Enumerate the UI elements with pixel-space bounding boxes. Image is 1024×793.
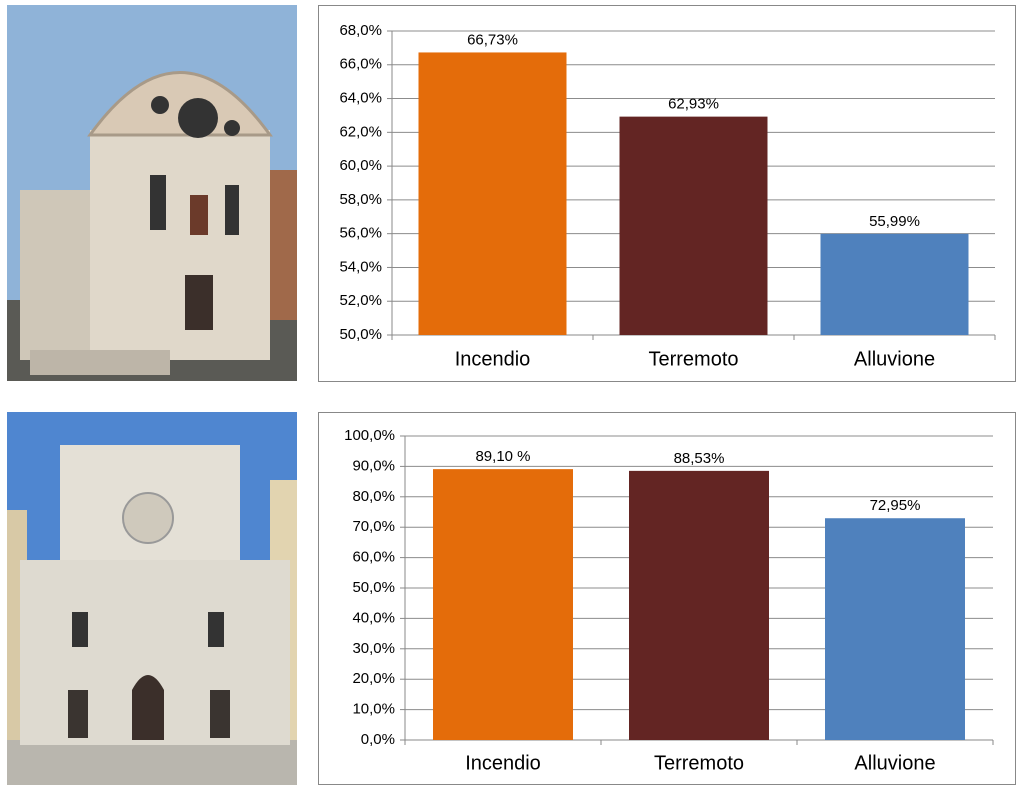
value-label: 66,73% [467, 31, 518, 48]
y-tick-label: 58,0% [339, 191, 382, 208]
value-label: 62,93% [668, 96, 719, 113]
photo-church-1 [7, 5, 297, 381]
y-tick-label: 50,0% [352, 579, 395, 596]
x-tick-label: Alluvione [854, 348, 935, 370]
bar [418, 52, 567, 336]
x-tick-label: Terremoto [654, 752, 744, 774]
x-tick-label: Incendio [455, 348, 531, 370]
x-tick-label: Incendio [465, 752, 541, 774]
value-label: 55,99% [869, 213, 920, 230]
y-tick-label: 10,0% [352, 701, 395, 718]
y-tick-label: 54,0% [339, 258, 382, 275]
y-tick-label: 62,0% [339, 123, 382, 140]
y-tick-label: 100,0% [344, 427, 395, 444]
y-tick-label: 20,0% [352, 670, 395, 687]
bar [433, 469, 573, 740]
y-tick-label: 52,0% [339, 292, 382, 309]
y-tick-label: 0,0% [361, 731, 395, 748]
bar [619, 116, 768, 335]
bar [629, 470, 769, 740]
y-tick-label: 60,0% [352, 549, 395, 566]
bar [820, 233, 969, 335]
value-label: 88,53% [674, 450, 725, 467]
y-tick-label: 68,0% [339, 22, 382, 39]
y-tick-label: 70,0% [352, 518, 395, 535]
value-label: 72,95% [870, 497, 921, 514]
y-tick-label: 80,0% [352, 488, 395, 505]
y-tick-label: 60,0% [339, 157, 382, 174]
x-tick-label: Terremoto [648, 348, 738, 370]
y-tick-label: 40,0% [352, 609, 395, 626]
y-tick-label: 90,0% [352, 457, 395, 474]
y-tick-label: 56,0% [339, 225, 382, 242]
photo-church-2 [7, 412, 297, 785]
y-tick-label: 30,0% [352, 640, 395, 657]
y-tick-label: 64,0% [339, 90, 382, 107]
y-tick-label: 50,0% [339, 326, 382, 343]
y-tick-label: 66,0% [339, 56, 382, 73]
x-tick-label: Alluvione [854, 752, 935, 774]
value-label: 89,10 % [475, 448, 530, 465]
bar [825, 518, 965, 740]
